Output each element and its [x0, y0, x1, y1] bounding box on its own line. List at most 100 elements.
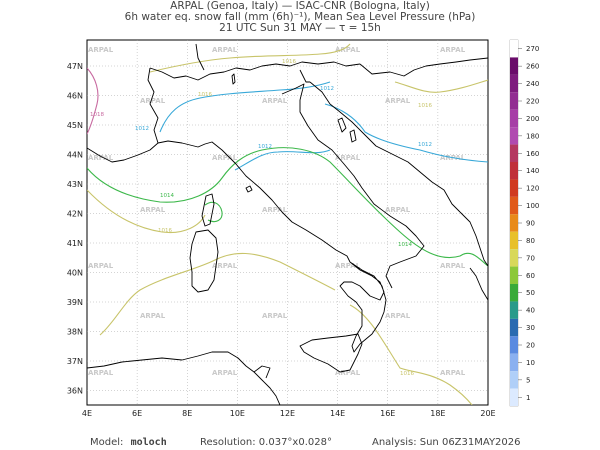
lon-tick-label: 12E [280, 409, 295, 418]
lon-tick-label: 6E [132, 409, 142, 418]
colorbar-label: 260 [526, 63, 539, 71]
lake-garda [231, 73, 236, 85]
watermark: ARPAL [140, 206, 166, 214]
colorbar-label: 5 [526, 376, 530, 384]
tunisia-cape [253, 365, 271, 379]
lat-tick-label: 44N [67, 151, 83, 160]
colorbar-label: 20 [526, 342, 535, 350]
colorbar-label: 40 [526, 307, 535, 315]
watermark: ARPAL [385, 312, 411, 320]
isobar-1016-north [149, 43, 351, 73]
lat-tick-label: 37N [67, 357, 83, 366]
colorbar-segment [510, 92, 518, 110]
north-africa-coast [87, 351, 281, 405]
isobar-label: 1016 [400, 371, 414, 377]
colorbar-segment [510, 57, 518, 75]
colorbar-segment [510, 353, 518, 372]
watermark: ARPAL [212, 154, 238, 162]
colorbar-segment [510, 231, 518, 250]
watermark: ARPAL [212, 369, 238, 377]
isobar-label: 1014 [160, 193, 174, 199]
colorbar-segment [510, 162, 518, 180]
isobars [87, 43, 488, 405]
colorbar-segment [510, 127, 518, 145]
colorbar-segment [510, 179, 518, 197]
colorbar-label: 80 [526, 237, 535, 245]
isobar-1016-northeast [394, 79, 488, 93]
kvarner-islands [337, 117, 357, 143]
colorbar-label: 160 [526, 150, 539, 158]
colorbar: 2702602402202001801601401201009080706050… [509, 39, 539, 407]
corsica [201, 193, 215, 227]
isobar-1016-south [99, 252, 336, 336]
elba [245, 185, 253, 193]
watermark: ARPAL [88, 46, 114, 54]
isobar-label: 1012 [258, 144, 272, 150]
colorbar-label: 120 [526, 185, 539, 193]
header-line-2: 6h water eq. snow fall (mm (6h)⁻¹), Mean… [124, 11, 476, 23]
model-label: Model: [90, 437, 124, 448]
lat-tick-label: 39N [67, 298, 83, 307]
lon-tick-label: 20E [480, 409, 495, 418]
colorbar-label: 30 [526, 324, 535, 332]
watermark: ARPAL [440, 46, 466, 54]
lat-tick-label: 42N [67, 210, 83, 219]
isobar-label: 1012 [418, 142, 432, 148]
colorbar-label: 140 [526, 167, 539, 175]
alps-border [149, 61, 361, 81]
colorbar-segment [510, 109, 518, 128]
isobar-1012-north [159, 81, 331, 133]
colorbar-label: 1 [526, 394, 530, 402]
watermark: ARPAL [262, 97, 288, 105]
watermark: ARPAL [440, 369, 466, 377]
colorbar-segment [510, 196, 518, 215]
colorbar-label: 90 [526, 220, 535, 228]
isobar-1014-arc [87, 147, 488, 267]
isobar-1016-ionian [349, 304, 473, 405]
watermark: ARPAL [335, 154, 361, 162]
isobar-label: 1018 [90, 112, 104, 118]
greece-coast [469, 267, 488, 301]
colorbar-segment [510, 74, 518, 93]
isobar-1012-center [234, 149, 331, 171]
lat-tick-label: 41N [67, 239, 83, 248]
colorbar-label: 60 [526, 272, 535, 280]
lon-tick-label: 10E [230, 409, 245, 418]
isobar-1014-sardinia [204, 201, 223, 223]
colorbar-label: 270 [526, 45, 539, 53]
italy-adriatic-coast [299, 100, 425, 289]
footer-analysis: Analysis: Sun 06Z31MAY2026 [372, 437, 521, 448]
isobar-label: 1016 [282, 59, 296, 65]
watermark: ARPAL [212, 262, 238, 270]
lat-tick-label: 43N [67, 180, 83, 189]
lat-tick-label: 46N [67, 92, 83, 101]
lon-tick-label: 4E [82, 409, 92, 418]
colorbar-segment [510, 214, 518, 232]
balkan-coast-south [459, 211, 488, 267]
colorbar-label: 10 [526, 359, 535, 367]
lon-tick-label: 8E [182, 409, 192, 418]
colorbar-label: 70 [526, 254, 535, 262]
colorbar-label: 180 [526, 132, 539, 140]
lat-tick-label: 38N [67, 328, 83, 337]
watermarks: ARPAL ARPAL ARPAL ARPAL ARPAL ARPAL ARPA… [88, 46, 466, 377]
footer-model: Model: moloch [90, 437, 167, 448]
colorbar-segment [510, 336, 518, 354]
colorbar-segment [510, 284, 518, 302]
colorbar-segment [510, 40, 518, 58]
footer-resolution: Resolution: 0.037°x0.028° [200, 437, 332, 448]
lat-tick-label: 45N [67, 121, 83, 130]
colorbar-segment [510, 144, 518, 162]
watermark: ARPAL [140, 312, 166, 320]
isobar-label: 1012 [320, 86, 334, 92]
isobar-label: 1016 [418, 103, 432, 109]
colorbar-label: 220 [526, 98, 539, 106]
watermark: ARPAL [212, 46, 238, 54]
colorbar-segment [510, 249, 518, 267]
isobar-1012-adriatic [324, 103, 488, 163]
watermark: ARPAL [335, 46, 361, 54]
watermark: ARPAL [335, 369, 361, 377]
lat-tick-label: 47N [67, 62, 83, 71]
switzerland-border [195, 43, 205, 71]
